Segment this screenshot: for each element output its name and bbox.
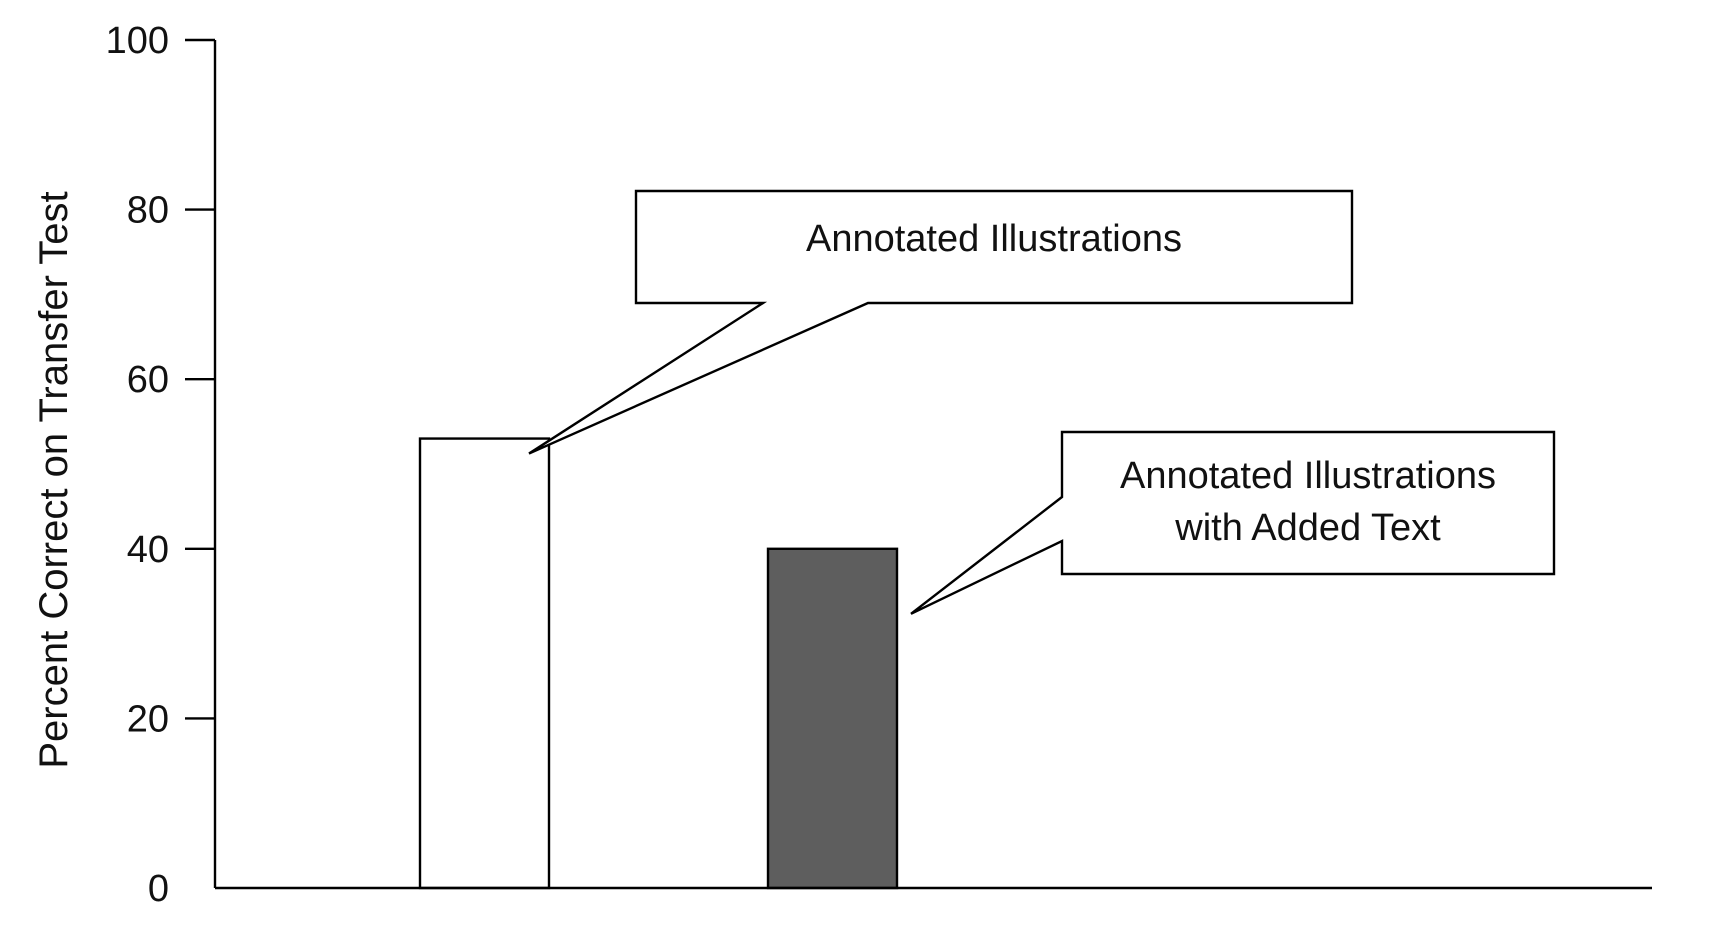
y-tick-label: 100 xyxy=(106,20,169,62)
callout-1: Annotated Illustrations xyxy=(528,189,1354,455)
bars xyxy=(418,437,899,890)
y-tick-label: 60 xyxy=(127,359,169,401)
callout-box xyxy=(528,189,1354,455)
y-tick-label: 80 xyxy=(127,190,169,232)
y-tick-label: 0 xyxy=(148,868,169,910)
y-axis-label: Percent Correct on Transfer Test xyxy=(32,191,76,768)
callout-label: with Added Text xyxy=(1174,507,1441,549)
y-axis-title: Percent Correct on Transfer Test xyxy=(32,191,76,768)
y-axis-ticks: 0 20 40 60 80 100 xyxy=(106,20,215,910)
bar-2 xyxy=(766,547,899,890)
callout-label: Annotated Illustrations xyxy=(806,218,1182,260)
bar-1 xyxy=(418,437,551,890)
callout-box xyxy=(910,430,1556,615)
y-tick-label: 40 xyxy=(127,529,169,571)
callout-2: Annotated Illustrations with Added Text xyxy=(910,430,1556,615)
y-tick-label: 20 xyxy=(127,698,169,740)
callout-label: Annotated Illustrations xyxy=(1120,455,1496,497)
